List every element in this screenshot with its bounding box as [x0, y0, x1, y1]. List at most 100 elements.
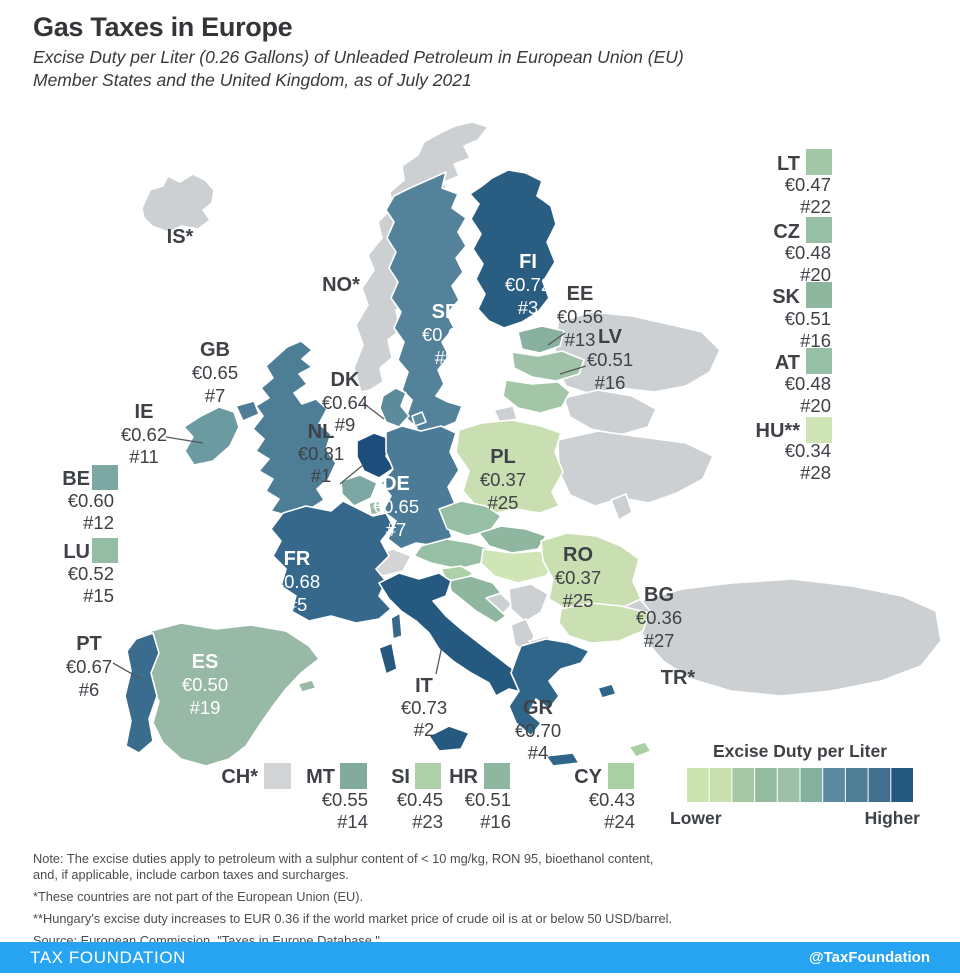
country-cyprus: [628, 741, 652, 758]
subtitle: Excise Duty per Liter (0.26 Gallons) of …: [33, 46, 684, 92]
color-legend: Excise Duty per Liter Lower Higher: [670, 741, 920, 828]
svg-text:€0.55: €0.55: [322, 789, 368, 810]
label-turkey: TR*: [661, 667, 696, 689]
label-iceland: IS*: [167, 226, 194, 248]
svg-text:€0.56: €0.56: [557, 306, 603, 327]
label-sweden: SE €0.64 #9: [422, 301, 468, 368]
swatch-austria: [806, 348, 832, 374]
country-turkey: [635, 578, 942, 697]
swatch-cyprus: [608, 763, 634, 789]
panel-item-belgium: BE €0.60 #12: [62, 465, 118, 533]
page-title: Gas Taxes in Europe: [33, 12, 293, 42]
svg-text:€0.72: €0.72: [505, 274, 551, 295]
country-denmark-island-1: [411, 411, 427, 427]
label-estonia: EE €0.56 #13: [557, 283, 603, 350]
country-northern-ireland: [235, 400, 260, 422]
leader-latvia: [559, 365, 587, 375]
svg-text:€0.34: €0.34: [785, 440, 831, 461]
country-lithuania: [502, 379, 571, 414]
svg-text:#15: #15: [83, 585, 114, 606]
svg-text:#27: #27: [644, 630, 675, 651]
swatch-switzerland: [264, 763, 291, 789]
svg-text:€0.67: €0.67: [66, 656, 112, 677]
svg-text:GR: GR: [523, 697, 554, 719]
leader-ireland: [165, 436, 204, 444]
svg-text:#5: #5: [287, 594, 308, 615]
twitter-handle: @TaxFoundation: [808, 949, 930, 966]
svg-text:€0.81: €0.81: [298, 443, 344, 464]
country-croatia: [448, 575, 507, 624]
panel-item-czechia: CZ €0.48 #20: [773, 217, 832, 285]
brand-name: TAX FOUNDATION: [30, 947, 187, 967]
svg-text:#3: #3: [518, 297, 539, 318]
svg-text:#1: #1: [311, 465, 332, 486]
svg-text:€0.60: €0.60: [68, 490, 114, 511]
country-latvia: [511, 350, 585, 382]
note-line-1: Note: The excise duties apply to petrole…: [33, 851, 654, 866]
label-italy: IT €0.73 #2: [401, 675, 447, 740]
svg-text:#24: #24: [604, 811, 635, 832]
svg-text:€0.51: €0.51: [465, 789, 511, 810]
note-non-eu: *These countries are not part of the Eur…: [33, 889, 364, 904]
side-panel-right: LT €0.47 #22 CZ €0.48 #20 SK €0.51 #16 A…: [756, 149, 832, 483]
leader-lines: [112, 332, 587, 680]
svg-text:IE: IE: [135, 401, 154, 423]
legend-swatch-8: [845, 768, 868, 802]
label-germany: DE €0.65 #7: [373, 473, 419, 540]
country-russia: [553, 311, 721, 395]
svg-text:€0.50: €0.50: [182, 674, 228, 695]
country-poland: [455, 419, 564, 514]
swatch-lithuania: [806, 149, 832, 175]
map-labels: IS* NO* TR* FI €0.72 #3 SE €0.64 #9 EE €…: [66, 226, 696, 763]
country-sardinia: [378, 642, 398, 675]
country-corsica: [390, 612, 403, 640]
svg-text:€0.70: €0.70: [515, 720, 561, 741]
svg-text:€0.51: €0.51: [587, 349, 633, 370]
panel-item-croatia: HR €0.51 #16: [449, 763, 511, 832]
country-greece: [508, 638, 590, 737]
svg-text:#16: #16: [595, 372, 626, 393]
country-luxembourg: [368, 500, 382, 516]
country-france: [270, 500, 394, 624]
svg-text:#20: #20: [800, 395, 831, 416]
svg-text:PL: PL: [490, 446, 516, 468]
svg-text:AT: AT: [775, 352, 800, 374]
svg-text:HR: HR: [449, 766, 478, 788]
svg-text:#14: #14: [337, 811, 368, 832]
subtitle-line-1: Excise Duty per Liter (0.26 Gallons) of …: [33, 47, 684, 67]
panel-item-luxembourg: LU €0.52 #15: [63, 538, 118, 606]
panel-item-malta: MT €0.55 #14: [306, 763, 368, 832]
svg-text:DE: DE: [382, 473, 410, 495]
svg-text:SE: SE: [432, 301, 459, 323]
legend-swatch-10: [891, 768, 913, 802]
svg-text:#28: #28: [800, 462, 831, 483]
swatch-croatia: [484, 763, 510, 789]
svg-text:€0.62: €0.62: [121, 424, 167, 445]
svg-text:FI: FI: [519, 251, 537, 273]
svg-text:€0.37: €0.37: [480, 469, 526, 490]
legend-swatch-6: [800, 768, 823, 802]
leader-denmark: [362, 402, 385, 420]
label-spain: ES €0.50 #19: [182, 651, 228, 718]
svg-text:€0.37: €0.37: [555, 567, 601, 588]
svg-text:€0.73: €0.73: [401, 697, 447, 718]
country-moldova: [610, 493, 633, 521]
svg-text:€0.48: €0.48: [785, 242, 831, 263]
svg-text:LV: LV: [598, 326, 623, 348]
panel-item-austria: AT €0.48 #20: [775, 348, 832, 416]
country-serbia: [508, 583, 549, 623]
country-hungary: [480, 548, 557, 584]
svg-text:#9: #9: [435, 347, 456, 368]
svg-text:RO: RO: [563, 544, 593, 566]
country-belgium: [340, 474, 378, 507]
svg-text:DK: DK: [331, 369, 360, 391]
leader-estonia: [547, 332, 566, 346]
svg-text:#7: #7: [386, 519, 407, 540]
country-spain: [146, 622, 320, 767]
country-norway: [353, 121, 489, 393]
legend-higher-label: Higher: [865, 808, 921, 828]
label-norway: NO*: [322, 274, 360, 296]
svg-text:€0.43: €0.43: [589, 789, 635, 810]
header: Gas Taxes in Europe Excise Duty per Lite…: [33, 12, 684, 92]
legend-swatch-7: [823, 768, 845, 802]
